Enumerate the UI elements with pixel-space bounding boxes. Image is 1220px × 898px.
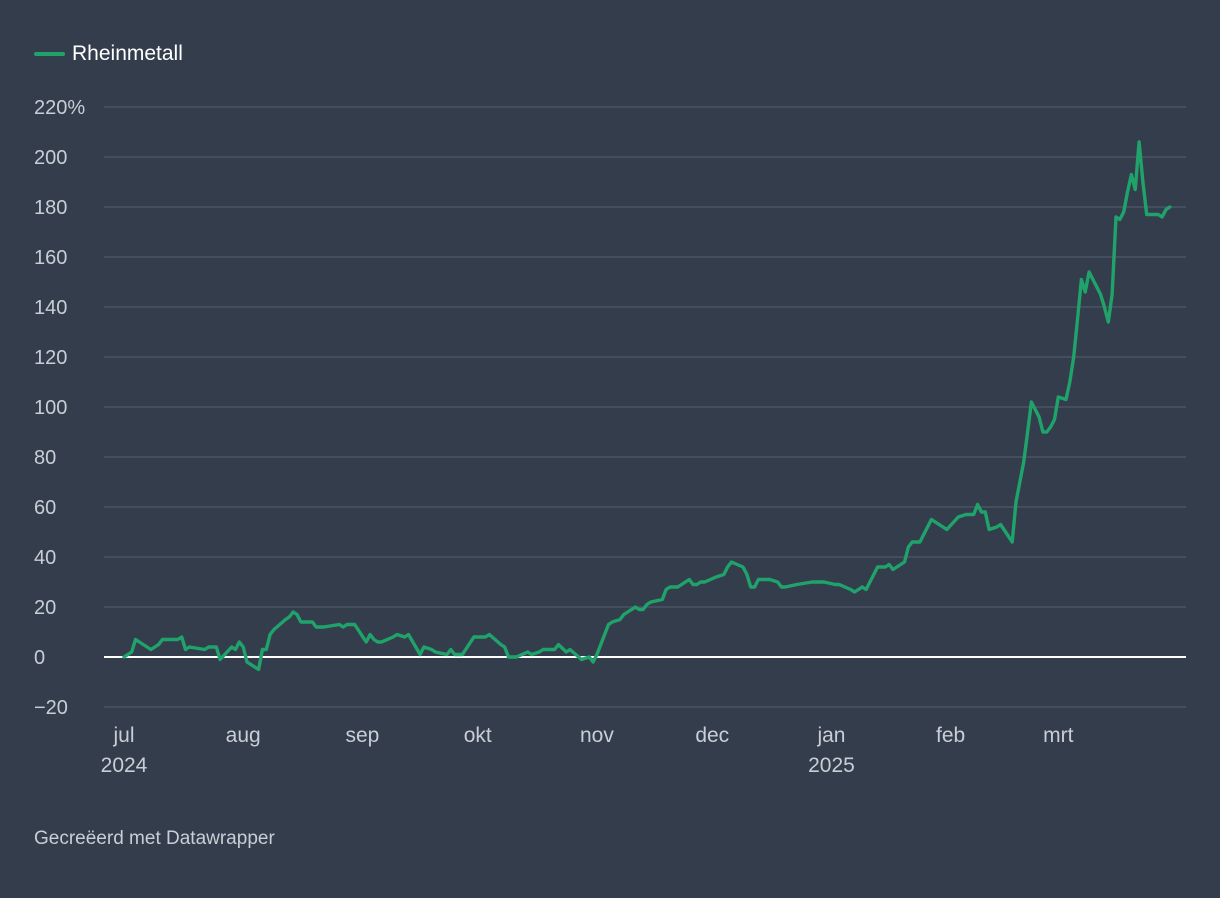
y-tick-label: −20 — [34, 697, 68, 719]
x-tick-label: mrt — [1043, 724, 1073, 747]
x-tick-label: okt — [464, 724, 492, 747]
x-tick-label: aug — [226, 724, 261, 747]
y-tick-label: 40 — [34, 547, 56, 569]
y-tick-label: 220% — [34, 97, 85, 119]
x-tick-label: nov — [580, 724, 614, 747]
y-tick-label: 120 — [34, 347, 67, 369]
y-tick-label: 80 — [34, 447, 56, 469]
x-tick-label: sep — [345, 724, 379, 747]
x-tick-label: feb — [936, 724, 965, 747]
x-tick-year-label: 2024 — [101, 754, 148, 777]
y-tick-label: 180 — [34, 197, 67, 219]
x-tick-label: dec — [695, 724, 729, 747]
y-tick-label: 20 — [34, 597, 56, 619]
y-tick-label: 160 — [34, 247, 67, 269]
x-tick-label: jul — [112, 724, 134, 747]
y-tick-label: 0 — [34, 647, 45, 669]
chart-legend: Rheinmetall — [34, 40, 183, 68]
gridlines — [104, 106, 1186, 708]
y-tick-label: 140 — [34, 297, 67, 319]
legend-label-rheinmetall: Rheinmetall — [72, 42, 183, 65]
y-axis-tick-labels: −20 0 20 40 60 80 100 120 140 160 180 200 220% — [34, 97, 85, 719]
x-tick-label: jan — [816, 724, 845, 747]
x-tick-year-label: 2025 — [808, 754, 855, 777]
series-line-rheinmetall — [122, 140, 1172, 672]
y-tick-label: 100 — [34, 397, 67, 419]
y-tick-label: 200 — [34, 147, 67, 169]
footer-credit: Gecreëerd met Datawrapper — [34, 828, 275, 849]
y-tick-label: 60 — [34, 497, 56, 519]
series-layer — [122, 140, 1172, 672]
x-axis-tick-labels: jul 2024 aug sep okt nov dec jan 2025 feb mrt — [101, 724, 1074, 777]
legend-swatch — [34, 52, 65, 56]
